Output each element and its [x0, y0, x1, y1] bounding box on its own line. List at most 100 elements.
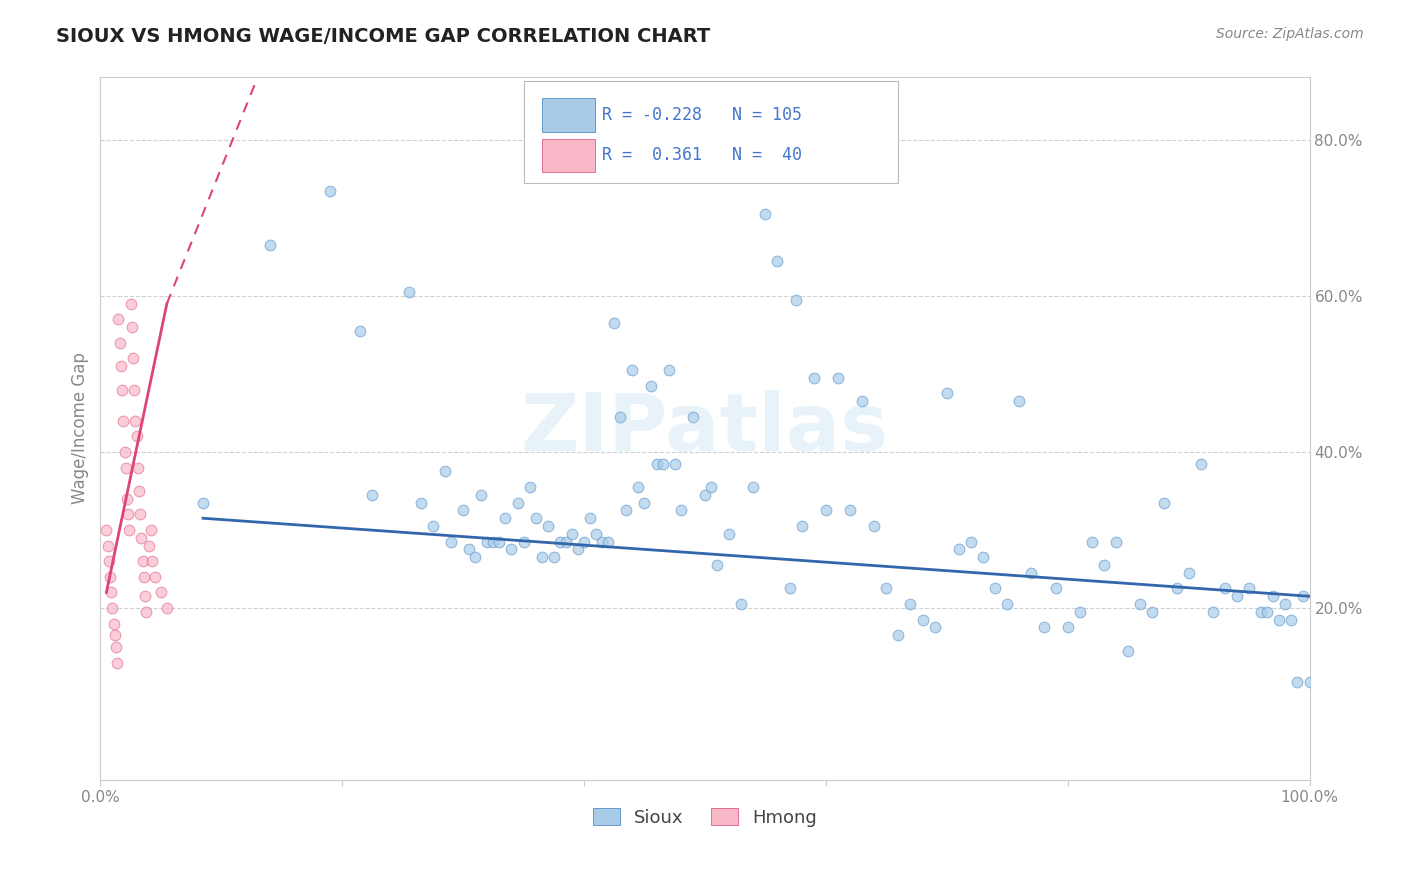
- Point: [766, 253, 789, 268]
- Point: [561, 526, 583, 541]
- Point: [814, 503, 837, 517]
- Point: [621, 363, 644, 377]
- Text: Source: ZipAtlas.com: Source: ZipAtlas.com: [1216, 27, 1364, 41]
- Point: [131, 531, 153, 545]
- Point: [718, 526, 741, 541]
- Point: [104, 628, 127, 642]
- Y-axis label: Wage/Income Gap: Wage/Income Gap: [72, 352, 89, 505]
- Point: [105, 640, 128, 654]
- Point: [779, 582, 801, 596]
- Point: [506, 496, 529, 510]
- Point: [122, 383, 145, 397]
- Point: [477, 534, 499, 549]
- Point: [398, 285, 420, 299]
- Point: [1250, 605, 1272, 619]
- Point: [524, 511, 547, 525]
- Point: [591, 534, 613, 549]
- Point: [1213, 582, 1236, 596]
- Point: [100, 585, 122, 599]
- Point: [875, 582, 897, 596]
- Point: [803, 371, 825, 385]
- Point: [1056, 620, 1078, 634]
- Point: [117, 508, 139, 522]
- Point: [319, 184, 342, 198]
- Point: [742, 480, 765, 494]
- Point: [470, 488, 492, 502]
- Point: [139, 523, 162, 537]
- Point: [1256, 605, 1278, 619]
- Point: [1177, 566, 1199, 580]
- Point: [143, 570, 166, 584]
- Point: [948, 542, 970, 557]
- Point: [548, 534, 571, 549]
- Text: SIOUX VS HMONG WAGE/INCOME GAP CORRELATION CHART: SIOUX VS HMONG WAGE/INCOME GAP CORRELATI…: [56, 27, 710, 45]
- Point: [409, 496, 432, 510]
- Point: [124, 414, 146, 428]
- Point: [669, 503, 692, 517]
- Point: [132, 570, 155, 584]
- Point: [451, 503, 474, 517]
- Point: [627, 480, 650, 494]
- Point: [1142, 605, 1164, 619]
- Point: [110, 359, 132, 373]
- Point: [114, 460, 136, 475]
- Text: ZIPatlas: ZIPatlas: [520, 390, 889, 467]
- Point: [1279, 613, 1302, 627]
- Point: [101, 601, 124, 615]
- Point: [839, 503, 862, 517]
- Legend: Sioux, Hmong: Sioux, Hmong: [585, 800, 824, 834]
- Point: [440, 534, 463, 549]
- Point: [1045, 582, 1067, 596]
- FancyBboxPatch shape: [541, 138, 595, 172]
- Point: [603, 316, 626, 330]
- Point: [122, 351, 145, 366]
- FancyBboxPatch shape: [541, 98, 595, 131]
- Point: [579, 511, 602, 525]
- Point: [1069, 605, 1091, 619]
- Text: R = -0.228   N = 105: R = -0.228 N = 105: [602, 105, 803, 124]
- Point: [1189, 457, 1212, 471]
- Point: [585, 526, 607, 541]
- Point: [433, 465, 456, 479]
- Point: [422, 519, 444, 533]
- Point: [1226, 589, 1249, 603]
- Point: [98, 570, 121, 584]
- Point: [863, 519, 886, 533]
- Point: [501, 542, 523, 557]
- Point: [1202, 605, 1225, 619]
- Point: [995, 597, 1018, 611]
- Point: [1263, 589, 1285, 603]
- Point: [609, 409, 631, 424]
- Point: [543, 550, 565, 565]
- Point: [108, 335, 131, 350]
- Point: [658, 363, 681, 377]
- Point: [972, 550, 994, 565]
- Point: [900, 597, 922, 611]
- Point: [554, 534, 576, 549]
- Point: [128, 483, 150, 498]
- Point: [645, 457, 668, 471]
- Point: [664, 457, 686, 471]
- Point: [138, 539, 160, 553]
- Point: [1008, 394, 1031, 409]
- Point: [519, 480, 541, 494]
- Point: [120, 296, 142, 310]
- Point: [105, 656, 128, 670]
- Point: [259, 238, 281, 252]
- Point: [537, 519, 560, 533]
- Point: [911, 613, 934, 627]
- Point: [125, 429, 148, 443]
- Point: [96, 523, 118, 537]
- Point: [458, 542, 481, 557]
- Point: [1092, 558, 1115, 572]
- Point: [1105, 534, 1128, 549]
- Point: [851, 394, 873, 409]
- Point: [361, 488, 384, 502]
- Point: [960, 534, 983, 549]
- Point: [1153, 496, 1175, 510]
- Point: [114, 445, 136, 459]
- Point: [1081, 534, 1104, 549]
- Point: [693, 488, 716, 502]
- Point: [730, 597, 752, 611]
- Point: [1298, 675, 1320, 690]
